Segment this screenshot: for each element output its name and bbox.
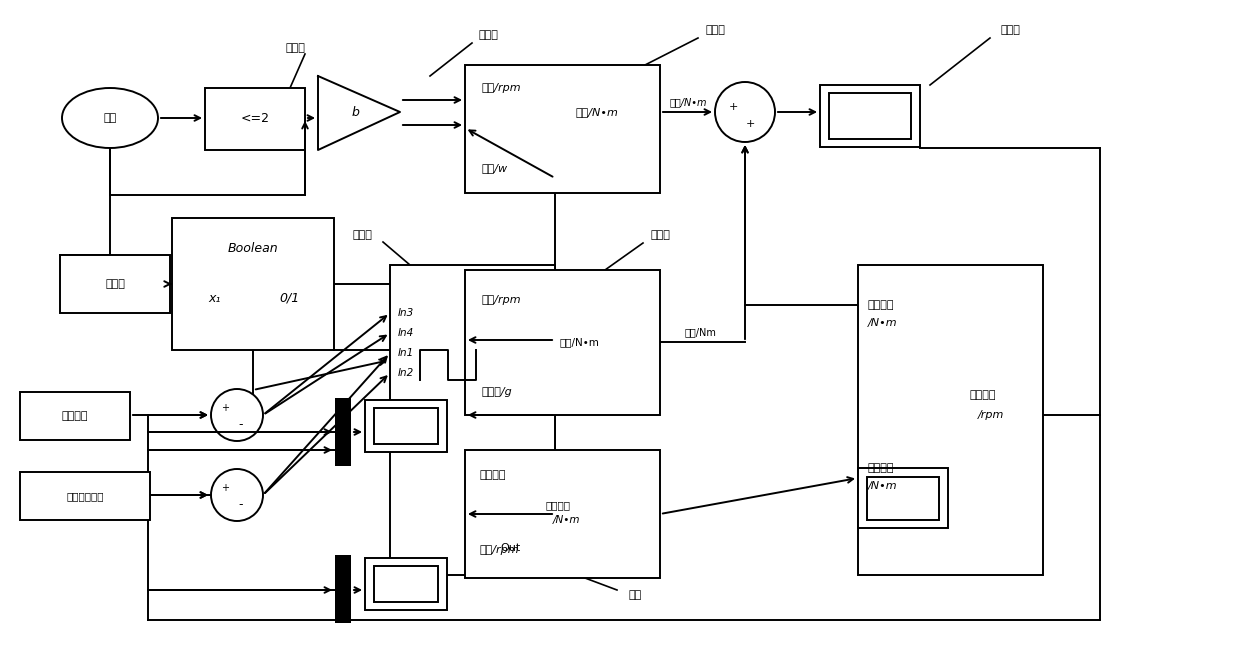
Circle shape	[211, 389, 263, 441]
Text: 非运算: 非运算	[105, 279, 125, 289]
Circle shape	[715, 82, 776, 142]
Bar	[374, 408, 439, 444]
Bar	[366, 400, 447, 452]
Text: 电动机: 电动机	[705, 25, 725, 35]
Text: 扭矩/N•m: 扭矩/N•m	[560, 337, 600, 347]
Text: Out: Out	[501, 543, 520, 553]
Text: 实际转速: 实际转速	[970, 390, 996, 400]
Text: 0/1: 0/1	[280, 291, 300, 304]
Text: 干扰扭矩: 干扰扭矩	[545, 500, 570, 510]
Text: b: b	[351, 105, 359, 119]
Text: /N•m: /N•m	[869, 481, 897, 491]
Circle shape	[211, 469, 263, 521]
Bar	[867, 477, 939, 520]
Text: 转速/rpm: 转速/rpm	[482, 83, 522, 93]
Text: 随机扰动: 随机扰动	[479, 470, 507, 480]
Text: +: +	[221, 483, 229, 493]
Text: 放大器: 放大器	[478, 30, 498, 40]
Text: 扭矩/Nm: 扭矩/Nm	[684, 327, 716, 337]
Text: -: -	[239, 498, 243, 511]
Text: +: +	[746, 119, 755, 129]
Text: 比较器: 比较器	[285, 43, 305, 53]
Bar	[465, 270, 660, 415]
Text: /rpm: /rpm	[978, 410, 1005, 420]
Text: x₁: x₁	[209, 291, 222, 304]
Text: 给定共轨压力: 给定共轨压力	[66, 491, 104, 501]
Text: 功率/w: 功率/w	[482, 163, 508, 173]
Text: 理论扭矩: 理论扭矩	[869, 300, 895, 310]
Bar	[366, 558, 447, 610]
Bar	[390, 265, 555, 575]
Text: <=2: <=2	[240, 113, 270, 125]
Ellipse shape	[62, 88, 159, 148]
Text: 扭矩/N•m: 扭矩/N•m	[575, 107, 618, 117]
Text: 供油量/g: 供油量/g	[482, 387, 513, 397]
Text: /N•m: /N•m	[869, 318, 897, 328]
Text: 柴油机: 柴油机	[650, 230, 670, 240]
Text: 给定转速: 给定转速	[62, 411, 88, 421]
Text: Boolean: Boolean	[228, 241, 279, 254]
Text: 转速/rpm: 转速/rpm	[482, 295, 522, 305]
Bar	[465, 65, 660, 193]
Text: +: +	[729, 102, 737, 112]
Bar	[335, 555, 351, 623]
Text: /N•m: /N•m	[553, 515, 581, 525]
Bar	[374, 566, 439, 602]
Bar	[20, 392, 130, 440]
Bar	[829, 93, 911, 139]
Bar	[204, 88, 305, 150]
Text: In3: In3	[398, 308, 414, 318]
Text: 转速/rpm: 转速/rpm	[479, 545, 519, 555]
Text: 时钟: 时钟	[103, 113, 116, 123]
Bar	[857, 265, 1043, 575]
Text: 控制器: 控制器	[352, 230, 372, 240]
Bar	[820, 85, 921, 147]
Text: In1: In1	[398, 348, 414, 358]
Text: In4: In4	[398, 328, 414, 338]
Text: 显示器: 显示器	[1000, 25, 1020, 35]
Bar	[59, 255, 170, 313]
Text: -: -	[239, 418, 243, 432]
Text: +: +	[221, 403, 229, 413]
Bar	[20, 472, 150, 520]
Polygon shape	[318, 76, 400, 150]
Text: 负载: 负载	[628, 590, 642, 600]
Bar	[857, 468, 948, 528]
Bar	[335, 398, 351, 466]
Text: In2: In2	[398, 368, 414, 378]
Bar	[465, 450, 660, 578]
Text: 干扰扭矩: 干扰扭矩	[869, 463, 895, 473]
Bar	[172, 218, 335, 350]
Text: 扭矩/N•m: 扭矩/N•m	[669, 97, 706, 107]
